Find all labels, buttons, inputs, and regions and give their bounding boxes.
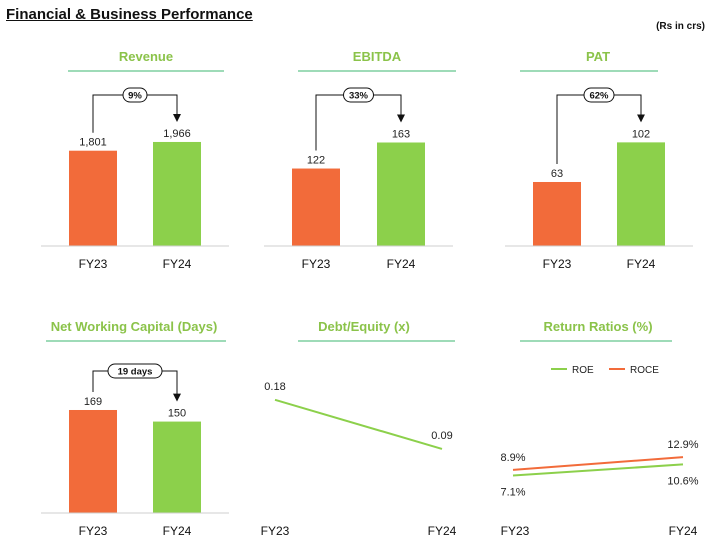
chart3-value-label: 150: [168, 408, 186, 420]
chart0-tick-label: FY23: [79, 257, 108, 271]
chart2-value-label: 102: [632, 128, 650, 140]
chart5-value-label: 10.6%: [667, 475, 698, 487]
chart0-title: Revenue: [119, 49, 173, 64]
chart3-value-label: 169: [84, 396, 102, 408]
chart1-tick-label: FY23: [302, 257, 331, 271]
chart1-tick-label: FY24: [387, 257, 416, 271]
page-title: Financial & Business Performance: [6, 6, 253, 23]
chart1-title: EBITDA: [353, 49, 402, 64]
chart5-legend-label: ROCE: [630, 365, 659, 376]
chart2-growth-badge: [583, 87, 615, 103]
chart0-growth-badge: [122, 87, 148, 103]
chart4-tick-label: FY24: [428, 524, 457, 538]
chart3-bar-fy24: [153, 421, 201, 513]
chart2-tick-label: FY23: [543, 257, 572, 271]
chart5-series-roe: [512, 463, 684, 477]
chart5-series-roce: [512, 456, 684, 471]
chart3-bar-fy23: [69, 409, 117, 513]
chart4-series-line: [274, 398, 443, 450]
chart2-value-label: 63: [551, 168, 563, 180]
chart1-value-label: 163: [392, 128, 410, 140]
chart5-value-label: 7.1%: [500, 487, 525, 499]
chart0-value-label: 1,801: [79, 137, 107, 149]
chart1-growth-label: 33%: [349, 91, 369, 102]
chart2-growth-label: 62%: [589, 91, 609, 102]
chart1-bar-fy24: [377, 142, 425, 246]
chart0-value-label: 1,966: [163, 128, 191, 140]
chart3-tick-label: FY24: [163, 524, 192, 538]
chart0-growth-label: 9%: [128, 91, 142, 102]
chart5-value-label: 12.9%: [667, 439, 698, 451]
chart5-title: Return Ratios (%): [543, 319, 652, 334]
chart2-bar-fy23: [533, 181, 581, 246]
chart2-title: PAT: [586, 49, 610, 64]
chart4-value-label: 0.09: [431, 430, 452, 442]
chart2-tick-label: FY24: [627, 257, 656, 271]
chart3-tick-label: FY23: [79, 524, 108, 538]
chart3-title: Net Working Capital (Days): [51, 319, 218, 334]
chart4-value-label: 0.18: [264, 381, 285, 393]
chart0-bar-fy24: [153, 141, 201, 246]
chart3-growth-badge: [107, 363, 163, 379]
unit-label: (Rs in crs): [656, 21, 705, 32]
chart0-tick-label: FY24: [163, 257, 192, 271]
chart5-tick-label: FY23: [501, 524, 530, 538]
chart4-tick-label: FY23: [261, 524, 290, 538]
chart1-value-label: 122: [307, 155, 325, 167]
chart2-bar-fy24: [617, 142, 665, 246]
chart1-bar-fy23: [292, 168, 340, 246]
chart3-growth-label: 19 days: [118, 367, 153, 378]
chart4-title: Debt/Equity (x): [318, 319, 410, 334]
chart5-tick-label: FY24: [669, 524, 698, 538]
chart0-bar-fy23: [69, 150, 117, 246]
chart5-value-label: 8.9%: [500, 452, 525, 464]
chart1-growth-arrow: [315, 94, 405, 151]
chart1-growth-badge: [343, 87, 374, 103]
chart5-legend-label: ROE: [572, 365, 594, 376]
